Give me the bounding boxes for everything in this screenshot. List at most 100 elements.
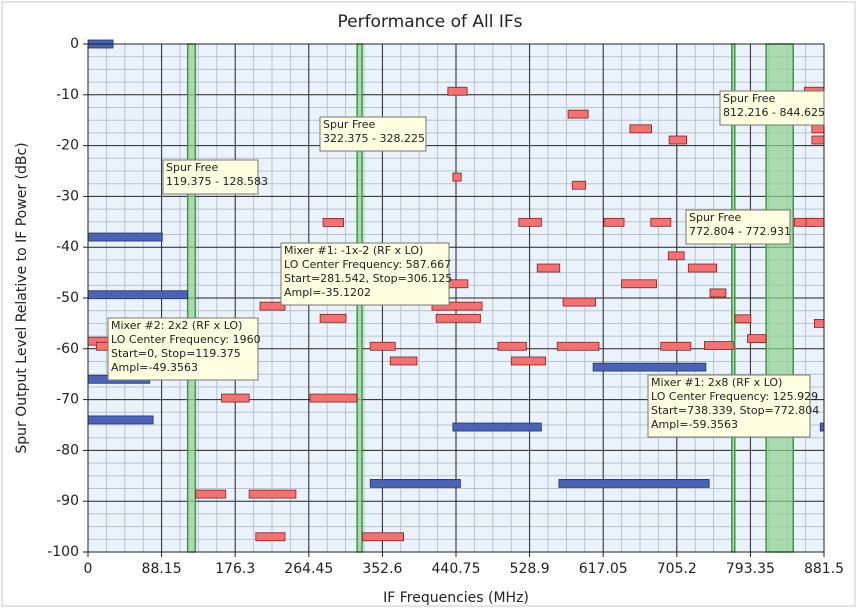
y-tick-label: -100 (47, 544, 79, 560)
plot-border (87, 43, 825, 553)
tooltip-box (685, 209, 791, 245)
x-tick-label: 705.2 (657, 561, 697, 577)
spur-bar (621, 279, 657, 289)
tooltip-text: Start=738.339, Stop=772.804 (651, 404, 819, 417)
spur-bar (195, 489, 227, 499)
x-tick-label: 440.75 (432, 561, 481, 577)
spur-bar (87, 232, 163, 242)
spur-bar (687, 263, 718, 273)
spur-bar (319, 313, 347, 323)
spur-bar (221, 393, 250, 403)
tooltip-text: Start=281.542, Stop=306.125 (284, 272, 452, 285)
spur-bar (704, 341, 734, 350)
tooltip-box (280, 242, 450, 306)
tooltip-text: Mixer #1: -1x-2 (RF x LO) (284, 244, 423, 257)
tooltip-text: Spur Free (323, 118, 376, 131)
spur-bar (431, 301, 483, 311)
x-tick-label: 176.3 (215, 561, 255, 577)
y-tick-label: -60 (56, 341, 79, 357)
spur-bar (813, 318, 825, 328)
spur-bar (571, 180, 587, 190)
spur-bar (558, 479, 710, 488)
spur-bar (389, 356, 418, 366)
y-tick-label: -90 (56, 493, 79, 509)
spur-bar (556, 341, 600, 351)
tooltip-box (647, 374, 811, 438)
spur-bar (452, 172, 462, 182)
tooltip-text: 812.216 - 844.625 (723, 106, 825, 119)
spur-bar (497, 341, 527, 351)
spur-bar (259, 301, 286, 311)
tooltip-text: LO Center Frequency: 1960 (111, 333, 261, 346)
spur-bar (567, 109, 589, 119)
y-tick-label: 0 (70, 36, 79, 52)
spur-bar (369, 479, 461, 488)
tooltip-text: Ampl=-59.3563 (651, 418, 738, 431)
spur-bar (592, 362, 707, 372)
tooltip-text: Ampl=-35.1202 (284, 286, 371, 299)
spur-bar (650, 217, 672, 227)
y-tick-label: -30 (56, 188, 79, 204)
spur-bar (369, 341, 396, 351)
spur-bar (362, 532, 405, 542)
spur-bar (87, 415, 154, 425)
spur-bar (629, 124, 652, 134)
spur-bar (435, 313, 481, 323)
spur-bar (510, 356, 546, 366)
x-tick-label: 528.9 (510, 561, 550, 577)
spur-bar (447, 86, 468, 96)
spur-bar (309, 393, 358, 403)
spur-bar (811, 135, 825, 145)
tooltip: Mixer #2: 2x2 (RF x LO)LO Center Frequen… (107, 317, 261, 381)
tooltip-text: 119.375 - 128.583 (166, 175, 268, 188)
spur-bar (536, 263, 561, 273)
tooltip-text: Mixer #2: 2x2 (RF x LO) (111, 319, 242, 332)
y-tick-label: -20 (56, 138, 79, 154)
spur-bar (811, 124, 825, 134)
spur-free-band (186, 43, 197, 553)
spur-bar (87, 290, 189, 300)
tooltip: Mixer #1: -1x-2 (RF x LO)LO Center Frequ… (280, 242, 452, 306)
tooltip-text: 322.375 - 328.225 (323, 132, 425, 145)
spur-bar (322, 218, 344, 227)
y-tick-label: -40 (56, 239, 79, 255)
tooltip-text: Spur Free (166, 161, 219, 174)
tooltip-text: Mixer #1: 2x8 (RF x LO) (651, 376, 782, 389)
tooltip-box (319, 116, 427, 152)
y-tick-label: -70 (56, 392, 79, 408)
y-tick-label: -50 (56, 290, 79, 306)
chart-title: Performance of All IFs (337, 12, 522, 32)
tooltip: Mixer #1: 2x8 (RF x LO)LO Center Frequen… (647, 374, 819, 438)
spur-bar (660, 341, 692, 351)
spur-bar (518, 217, 542, 227)
x-tick-label: 88.15 (142, 561, 182, 577)
x-axis-label: IF Frequencies (MHz) (383, 590, 529, 606)
spur-bar (805, 217, 825, 227)
x-tick-label: 881.5 (804, 561, 844, 577)
x-tick-label: 264.45 (284, 561, 333, 577)
spur-bar (668, 135, 688, 145)
y-tick-label: -80 (56, 442, 79, 458)
y-axis-label: Spur Output Level Relative to IF Power (… (14, 142, 30, 453)
tooltip-text: Ampl=-49.3563 (111, 361, 198, 374)
x-tick-label: 0 (84, 561, 93, 577)
spur-bar (667, 251, 685, 261)
tooltip-box (162, 159, 259, 195)
tooltip-text: LO Center Frequency: 125.929 (651, 390, 818, 403)
spur-bar (734, 314, 752, 324)
tooltip-box (107, 317, 259, 381)
tooltip-box (719, 90, 825, 126)
spur-free-band (765, 43, 794, 553)
spur-bar (452, 422, 542, 432)
tooltip-text: Start=0, Stop=119.375 (111, 347, 241, 360)
spur-bar (709, 288, 727, 298)
tooltip-text: Spur Free (689, 211, 742, 224)
x-tick-label: 617.05 (579, 561, 628, 577)
tooltip-text: Spur Free (723, 92, 776, 105)
spur-bar (255, 532, 286, 542)
x-tick-label: 352.6 (362, 561, 402, 577)
spur-bar (819, 422, 825, 432)
